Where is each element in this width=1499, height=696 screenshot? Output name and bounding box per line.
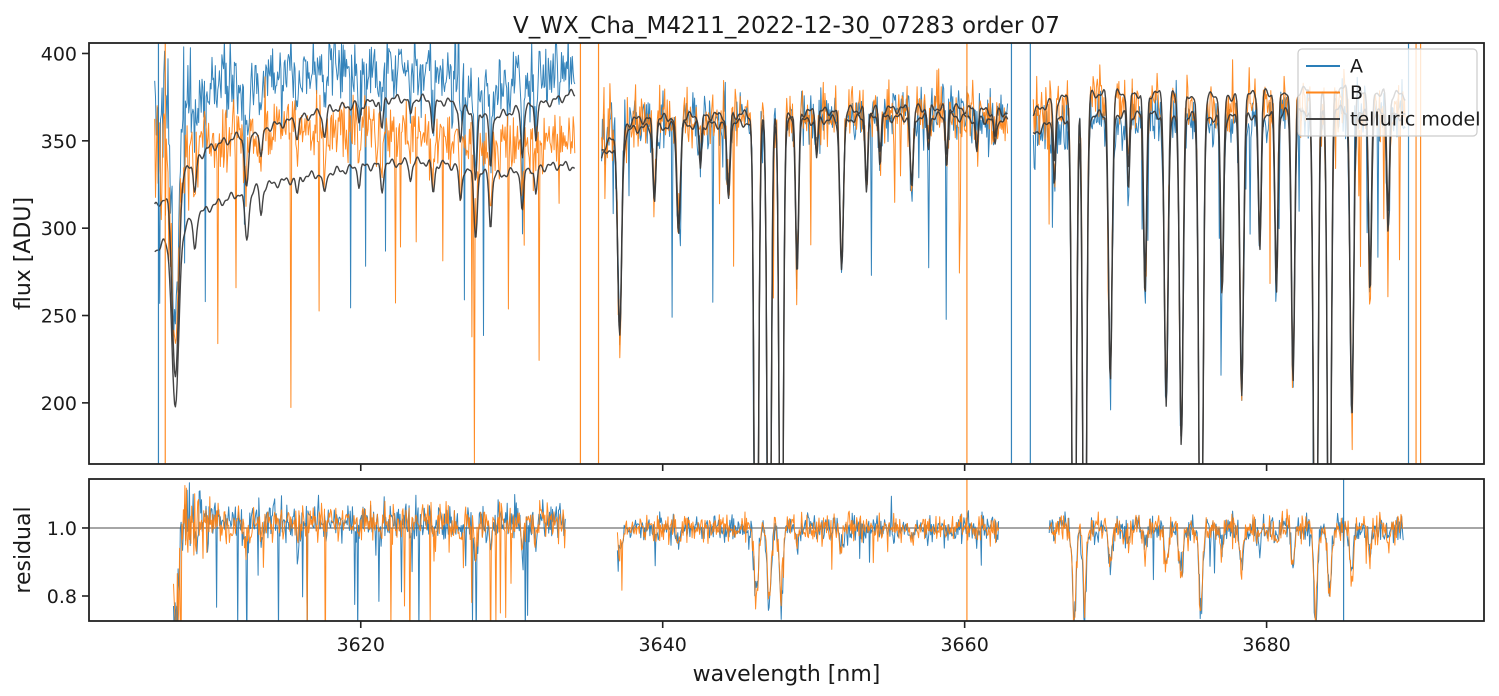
legend-label: telluric model	[1350, 109, 1480, 131]
x-tick-label: 3620	[337, 634, 385, 656]
series-A-flux	[154, 43, 576, 336]
legend-label: A	[1350, 56, 1363, 78]
telluric-model-B	[600, 111, 1009, 464]
x-tick-label: 3640	[639, 634, 687, 656]
y-tick-label: 200	[41, 393, 77, 415]
y-tick-label: 1.0	[47, 518, 77, 540]
y-tick-label: 0.8	[47, 586, 77, 608]
telluric-model-B	[154, 156, 575, 408]
y-tick-label: 350	[41, 131, 77, 153]
series-B-residual	[616, 510, 1000, 610]
telluric-model-A	[601, 103, 1008, 464]
y-tick-label: 400	[41, 43, 77, 65]
chart-title: V_WX_Cha_M4211_2022-12-30_07283 order 07	[513, 13, 1060, 39]
x-tick-label: 3680	[1242, 634, 1290, 656]
series-B-flux	[154, 76, 576, 464]
flux-panel	[154, 43, 1422, 464]
telluric-model-A	[154, 88, 576, 378]
series-A-residual	[1048, 510, 1404, 621]
y-tick-label: 250	[41, 306, 77, 328]
flux-axes-frame	[88, 42, 1485, 465]
series-A-flux	[601, 81, 1009, 464]
legend-box	[1297, 48, 1478, 137]
residual-y-axis-label: residual	[11, 506, 36, 593]
y-tick-label: 300	[41, 218, 77, 240]
residual-panel	[89, 479, 1484, 621]
x-tick-label: 3660	[940, 634, 988, 656]
series-A-residual	[616, 495, 1000, 620]
residual-axes-frame	[88, 478, 1485, 622]
legend-label: B	[1350, 82, 1363, 104]
x-axis-label: wavelength [nm]	[693, 662, 881, 687]
series-B-residual	[173, 485, 566, 621]
flux-y-axis-label: flux [ADU]	[11, 197, 36, 310]
